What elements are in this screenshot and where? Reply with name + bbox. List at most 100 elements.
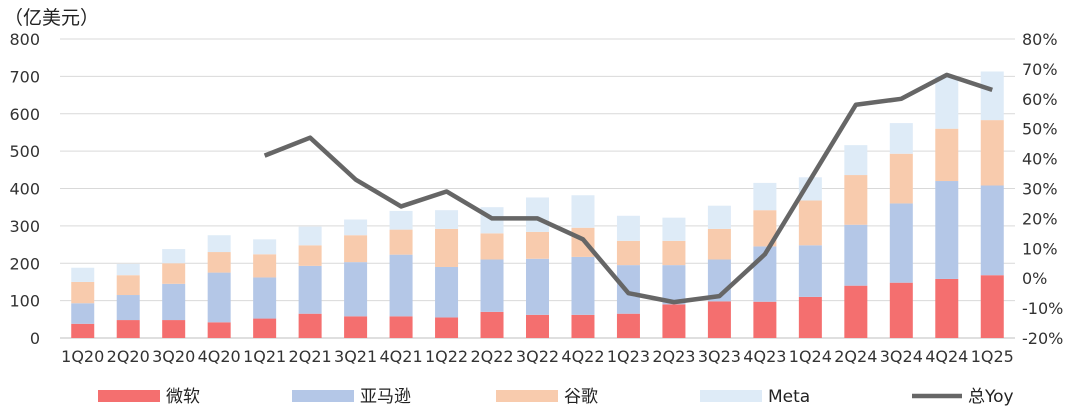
x-tick-label: 4Q24	[925, 347, 968, 366]
bar-segment	[980, 275, 1004, 338]
y-left-tick-label: 600	[9, 105, 40, 124]
bar-segment	[798, 177, 822, 201]
bar-segment	[753, 301, 777, 338]
x-tick-label: 4Q23	[743, 347, 786, 366]
bar-segment	[207, 235, 231, 253]
bar-segment	[116, 295, 140, 321]
x-tick-label: 2Q20	[107, 347, 150, 366]
bar-segment	[935, 278, 959, 338]
x-tick-label: 1Q22	[425, 347, 468, 366]
bar-segment	[616, 313, 640, 338]
yoy-line	[263, 72, 993, 305]
bar-segment	[116, 320, 140, 338]
y-left-tick-label: 800	[9, 30, 40, 49]
x-tick-label: 2Q23	[652, 347, 695, 366]
bar-segment	[162, 320, 186, 338]
bar-segment	[344, 219, 368, 236]
axes: 0 100 200 300 400 500 600 700 800 -20% -10% 0% 10% 20…	[9, 30, 1063, 366]
bar-segment	[798, 200, 822, 246]
bar-segment	[253, 254, 277, 278]
x-tick-label: 4Q20	[198, 347, 241, 366]
bar-segment	[435, 228, 459, 267]
bar-segment	[798, 296, 822, 338]
bar-segment	[980, 185, 1004, 276]
bar-segment	[71, 281, 95, 304]
legend-label: 微软	[166, 387, 200, 407]
bar-segment	[298, 245, 322, 266]
bar-segment	[616, 240, 640, 266]
bar-segment	[571, 256, 595, 315]
y-left-tick-label: 100	[9, 292, 40, 311]
bar-segment	[935, 76, 959, 129]
bar-segment	[844, 224, 868, 286]
x-tick-label: 3Q20	[152, 347, 195, 366]
x-tick-label: 3Q21	[334, 347, 377, 366]
bar-segment	[662, 304, 686, 338]
bar-segment	[616, 265, 640, 314]
yoy-line-path	[263, 72, 993, 305]
y-left-tick-label: 0	[30, 329, 40, 348]
x-tick-label: 3Q23	[698, 347, 741, 366]
bar-segment	[162, 283, 186, 321]
bar-segment	[389, 210, 413, 230]
y-right-tick-label: 70%	[1022, 60, 1058, 79]
bar-segment	[389, 316, 413, 338]
y-right-tick-label: 30%	[1022, 180, 1058, 199]
bar-segment	[344, 262, 368, 317]
y-right-tick-label: 80%	[1022, 30, 1058, 49]
bar-segment	[526, 258, 549, 315]
x-tick-label: 1Q20	[61, 347, 104, 366]
x-tick-label: 3Q22	[516, 347, 559, 366]
y-left-tick-label: 200	[9, 254, 40, 273]
bar-segment	[935, 181, 959, 279]
bar-segment	[389, 254, 413, 317]
bar-segment	[480, 233, 504, 260]
y-left-tick-label: 300	[9, 217, 40, 236]
x-tick-label: 2Q22	[470, 347, 513, 366]
legend-swatch	[292, 390, 354, 402]
bar-segment	[662, 217, 686, 241]
bar-segment	[71, 323, 95, 338]
bar-segment	[662, 240, 686, 266]
y-right-tick-label: 40%	[1022, 150, 1058, 169]
bar-segment	[253, 239, 277, 255]
y-left-tick-label: 400	[9, 180, 40, 199]
x-tick-label: 1Q25	[971, 347, 1014, 366]
bar-segment	[662, 265, 686, 305]
x-tick-label: 1Q21	[243, 347, 286, 366]
x-tick-label: 4Q22	[561, 347, 604, 366]
legend-swatch	[496, 390, 558, 402]
bar-segment	[71, 267, 95, 282]
bar-segment	[844, 285, 868, 338]
bar-segment	[844, 145, 868, 176]
x-tick-label: 1Q23	[607, 347, 650, 366]
bar-segment	[889, 153, 913, 204]
bar-segment	[389, 229, 413, 255]
bar-segment	[707, 228, 731, 260]
bar-segment	[889, 282, 913, 338]
bar-segment	[980, 71, 1004, 121]
x-tick-label: 2Q21	[289, 347, 332, 366]
bar-segment	[253, 318, 277, 338]
bar-segment	[298, 265, 322, 314]
bars	[71, 71, 1004, 338]
y-right-tick-label: 0%	[1022, 269, 1047, 288]
bar-segment	[435, 210, 459, 229]
bar-segment	[526, 197, 549, 232]
bar-segment	[253, 277, 277, 319]
bar-segment	[298, 313, 322, 338]
bar-segment	[707, 301, 731, 338]
bar-segment	[344, 235, 368, 263]
bar-segment	[116, 263, 140, 276]
y-right-tick-label: 20%	[1022, 209, 1058, 228]
y-axis-unit-label: （亿美元）	[4, 7, 99, 29]
bar-segment	[207, 272, 231, 323]
legend-swatch	[700, 390, 762, 402]
x-tick-label: 1Q24	[789, 347, 832, 366]
x-tick-label: 4Q21	[380, 347, 423, 366]
legend-label: 亚马逊	[360, 387, 411, 407]
bar-segment	[980, 120, 1004, 186]
legend-label: 总Yoy	[968, 387, 1014, 407]
bar-segment	[344, 316, 368, 338]
